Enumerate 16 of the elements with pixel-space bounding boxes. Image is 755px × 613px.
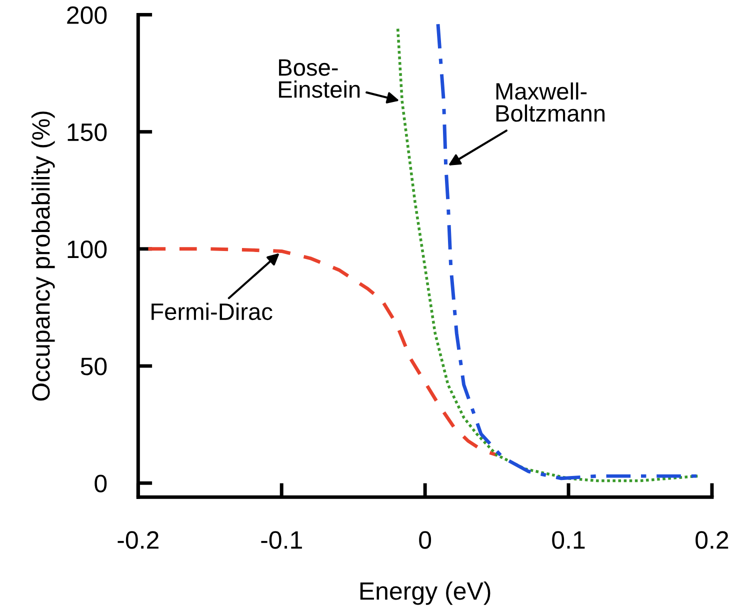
text: Fermi-Dirac [152, 302, 272, 320]
x-tick-label: 0.1 [552, 531, 585, 549]
y-tick-label: 100 [68, 240, 107, 258]
y-tick-label: 200 [67, 6, 107, 24]
y-tick-label: 50 [80, 358, 107, 376]
x-tick-label: -0.1 [261, 531, 302, 549]
x-tick-label: 0.2 [696, 531, 728, 549]
x-axis-title: Energy (eV) [360, 582, 490, 605]
text: Maxwell- Boltzmann [496, 82, 604, 122]
x-tick-label: -0.2 [118, 531, 158, 549]
y-tick-label: 0 [94, 474, 107, 492]
x-tick-label: 0 [419, 531, 432, 549]
y-axis-title: Occupancy probability (%) [31, 112, 55, 401]
series-label: Bose- Einstein [279, 59, 360, 98]
y-tick-label: 150 [68, 123, 107, 142]
line-series [146, 247, 499, 457]
